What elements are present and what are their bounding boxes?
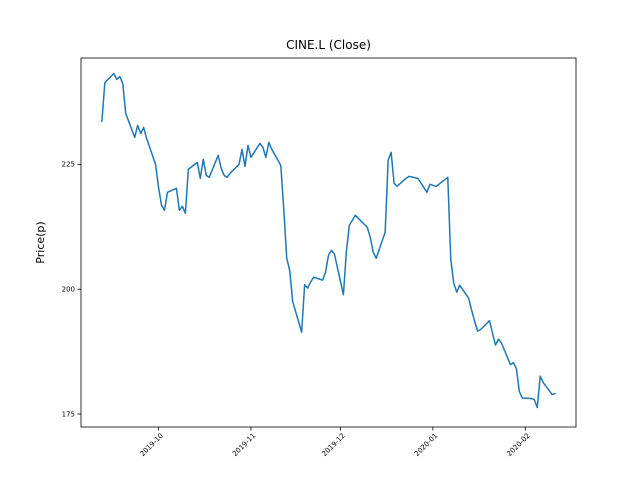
price-line — [101, 72, 556, 409]
x-tick-label: 2019-11 — [231, 432, 257, 458]
x-tick-label: 2020-01 — [413, 432, 439, 458]
y-tick-label: 175 — [62, 410, 75, 418]
y-tick-label: 200 — [62, 285, 75, 293]
chart-title: CINE.L (Close) — [286, 38, 371, 52]
x-tick-label: 2019-12 — [321, 432, 347, 458]
x-tick-label: 2019-10 — [139, 432, 165, 458]
y-tick-label: 225 — [62, 161, 75, 169]
plot-frame — [80, 57, 577, 428]
y-axis-label: Price(p) — [34, 221, 47, 263]
x-tick-label: 2020-02 — [505, 432, 531, 458]
plot-area: 175 200 225 2019-10 2019-11 2019-12 2020-01 202… — [62, 57, 577, 458]
